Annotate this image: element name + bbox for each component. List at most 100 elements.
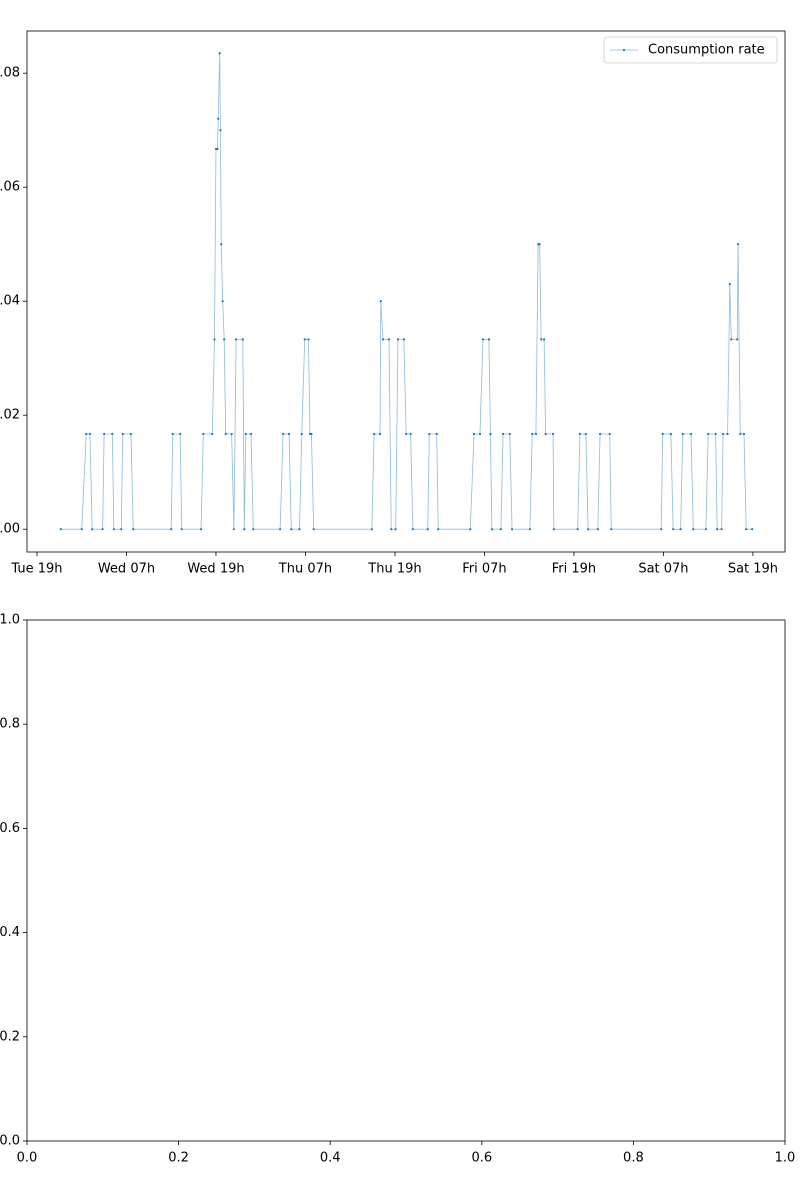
plot-area — [59, 52, 754, 531]
data-point — [213, 338, 216, 341]
data-point — [387, 338, 391, 341]
data-point — [739, 432, 742, 436]
data-point — [80, 528, 83, 531]
data-point — [170, 528, 173, 531]
y-tick-label: 1.0 — [0, 613, 20, 628]
data-point — [101, 528, 104, 531]
data-point — [230, 432, 233, 436]
data-point — [692, 528, 695, 531]
data-point — [307, 338, 310, 341]
data-point — [396, 338, 400, 341]
x-tick-label: Wed 07h — [98, 562, 155, 577]
data-point — [279, 528, 282, 531]
data-point — [252, 528, 255, 531]
data-point — [120, 528, 123, 531]
data-point — [202, 432, 205, 436]
data-point — [111, 432, 114, 436]
data-point — [669, 432, 672, 436]
data-point — [528, 528, 532, 531]
data-point — [221, 300, 224, 303]
axes-frame — [26, 30, 786, 553]
y-tick-label: 0.6 — [0, 821, 20, 836]
data-point — [211, 432, 214, 436]
data-point — [378, 432, 382, 436]
data-point — [531, 432, 534, 436]
data-point — [736, 338, 739, 341]
data-point — [469, 528, 472, 531]
data-point — [241, 338, 244, 341]
y-tick-label: 0.8 — [0, 717, 20, 732]
subplot: Tue 19h Wed 07h Wed 19h Thu 07h Thu 19h Fri 0… — [0, 30, 786, 577]
y-tick-label: 0.02 — [0, 408, 20, 423]
data-point — [552, 528, 555, 531]
x-tick-label: 0.6 — [471, 1151, 492, 1166]
y-tick-label: 0.06 — [0, 180, 20, 195]
x-tick-label: 0.4 — [320, 1151, 341, 1166]
legend-box — [603, 36, 778, 64]
x-tick-label: Tue 19h — [10, 562, 62, 577]
data-point — [300, 432, 303, 436]
y-tick-label: 0.08 — [0, 66, 20, 81]
data-point — [508, 432, 511, 436]
data-point — [534, 432, 538, 436]
data-point — [426, 528, 429, 531]
x-tick-label: Sat 19h — [728, 562, 778, 577]
data-point — [287, 432, 291, 436]
data-point — [112, 528, 115, 531]
data-point — [499, 528, 502, 531]
x-tick-label: 0.2 — [168, 1151, 189, 1166]
data-point — [551, 432, 555, 436]
data-point — [379, 300, 382, 303]
data-point — [179, 432, 182, 436]
x-tick-label: Sat 07h — [638, 562, 688, 577]
data-point — [394, 528, 397, 531]
data-point — [372, 432, 376, 436]
data-point — [312, 528, 315, 531]
y-tick-label: 0.0 — [0, 1134, 20, 1149]
data-point — [736, 243, 740, 246]
data-point — [742, 432, 746, 436]
data-point — [661, 432, 664, 436]
data-point — [610, 528, 613, 531]
series-line — [60, 53, 753, 530]
data-point — [121, 432, 124, 436]
data-point — [587, 528, 590, 531]
data-point — [303, 338, 306, 341]
data-point — [681, 432, 684, 436]
data-point — [726, 432, 729, 436]
data-point — [578, 432, 582, 436]
x-tick-label: Wed 19h — [187, 562, 244, 577]
data-point — [584, 432, 587, 436]
x-tick-label: Fri 07h — [462, 562, 506, 577]
data-point — [689, 432, 693, 436]
data-point — [510, 528, 514, 531]
data-point — [608, 432, 611, 436]
data-point — [381, 338, 385, 341]
data-point — [720, 528, 723, 531]
x-tick-label: 0.8 — [623, 1151, 644, 1166]
data-point — [490, 528, 494, 531]
data-point — [428, 432, 431, 436]
data-point — [223, 338, 226, 341]
data-point — [232, 528, 235, 531]
data-point — [672, 528, 675, 531]
data-point — [390, 528, 393, 531]
x-tick-label: 0.0 — [17, 1151, 38, 1166]
data-point — [472, 432, 476, 436]
y-tick-label: 0.4 — [0, 925, 20, 940]
data-point — [487, 338, 491, 341]
data-point — [751, 528, 754, 531]
data-point — [249, 432, 253, 436]
data-point — [199, 528, 203, 531]
data-point — [538, 243, 541, 246]
data-point — [132, 528, 135, 531]
data-point — [370, 528, 373, 531]
x-tick-label: Thu 07h — [278, 562, 332, 577]
legend: Consumption rate — [603, 36, 778, 64]
data-point — [728, 282, 731, 286]
data-point — [660, 528, 663, 531]
axes-frame — [26, 619, 786, 1142]
data-point — [103, 432, 106, 436]
x-tick-label: Thu 19h — [367, 562, 421, 577]
data-point — [243, 528, 246, 531]
